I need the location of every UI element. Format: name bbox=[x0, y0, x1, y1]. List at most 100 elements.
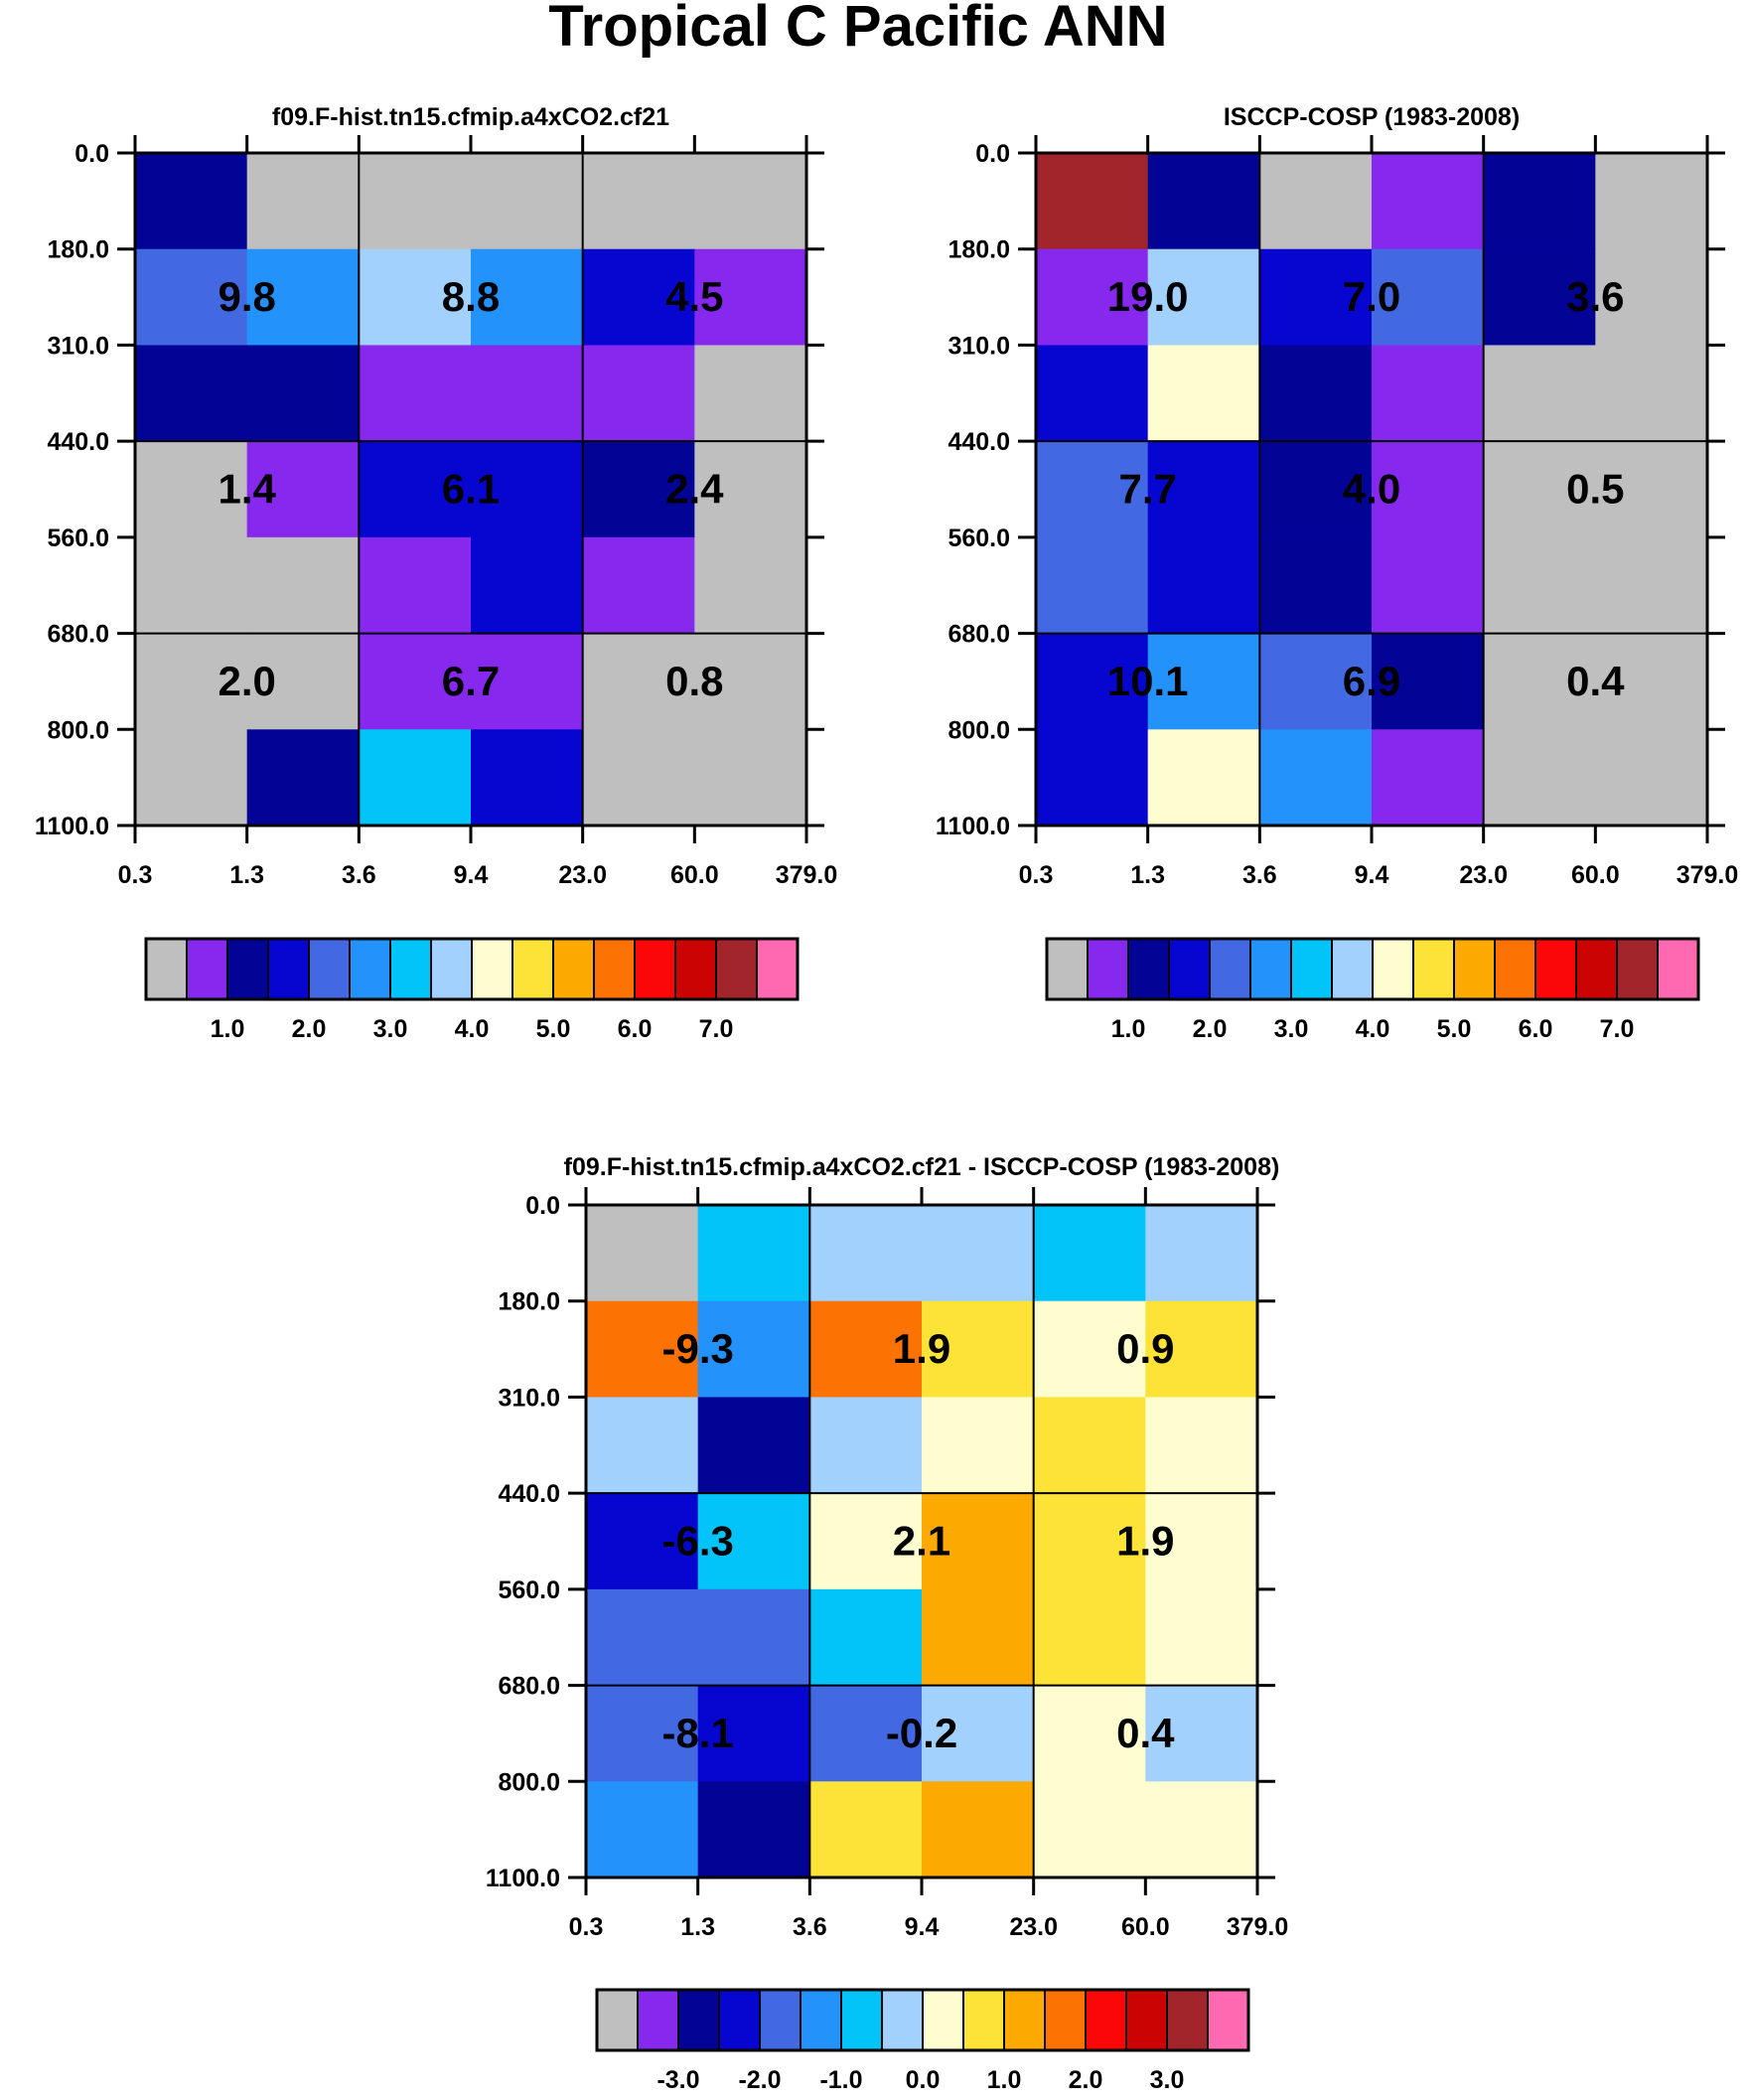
heatmap-cell bbox=[1595, 633, 1708, 730]
heatmap-cell bbox=[694, 248, 807, 347]
block-value: 6.9 bbox=[1343, 658, 1400, 704]
heatmap-cell bbox=[471, 248, 584, 347]
colorbar-box bbox=[349, 938, 391, 1000]
block-value: 8.8 bbox=[442, 273, 500, 320]
heatmap-cell bbox=[1033, 1685, 1146, 1782]
colorbar-box bbox=[1249, 938, 1292, 1000]
heatmap-cell bbox=[1145, 1685, 1258, 1782]
y-tick-label: 310.0 bbox=[948, 332, 1010, 360]
y-tick-label: 560.0 bbox=[948, 525, 1010, 552]
x-tick-label: 1.3 bbox=[680, 1913, 715, 1941]
heatmap-cell bbox=[694, 345, 807, 442]
x-tick-label: 0.3 bbox=[118, 861, 153, 889]
block-value: 4.0 bbox=[1343, 466, 1400, 513]
heatmap-cell bbox=[471, 153, 584, 250]
block-value: 3.6 bbox=[1566, 273, 1624, 320]
heatmap-cell bbox=[1483, 153, 1596, 250]
y-tick-label: 560.0 bbox=[498, 1576, 560, 1604]
heatmap-cell bbox=[1145, 1588, 1258, 1687]
heatmap-cell bbox=[1145, 1205, 1258, 1302]
colorbar-box bbox=[1207, 1989, 1249, 2051]
heatmap-cell bbox=[1036, 441, 1149, 538]
x-tick-label: 60.0 bbox=[1121, 1913, 1170, 1941]
heatmap-cell bbox=[1145, 1781, 1258, 1878]
heatmap-cell bbox=[1483, 441, 1596, 538]
heatmap-cell bbox=[809, 1300, 923, 1399]
colorbar-box bbox=[430, 938, 473, 1000]
colorbar-box bbox=[634, 938, 676, 1000]
heatmap-cell bbox=[582, 345, 695, 442]
heatmap-cell bbox=[135, 153, 248, 250]
block-value: 9.8 bbox=[218, 273, 275, 320]
x-tick-label: 9.4 bbox=[905, 1913, 940, 1941]
heatmap-cell bbox=[1259, 153, 1373, 250]
colorbar-box bbox=[1453, 938, 1496, 1000]
panel-title: f09.F-hist.tn15.cfmip.a4xCO2.cf21 - ISCC… bbox=[564, 1153, 1280, 1181]
heatmap-cell bbox=[1259, 345, 1373, 442]
colorbar-box bbox=[1290, 938, 1333, 1000]
heatmap-cell bbox=[246, 345, 360, 442]
colorbar-box bbox=[1331, 938, 1374, 1000]
heatmap-cell bbox=[1259, 633, 1373, 730]
colorbar-frame bbox=[144, 937, 800, 1001]
heatmap-cell bbox=[1036, 248, 1149, 347]
block-value: 0.4 bbox=[1566, 658, 1625, 704]
heatmap-cell bbox=[246, 536, 360, 635]
heatmap-cell bbox=[1483, 248, 1596, 347]
colorbar-box bbox=[1412, 938, 1455, 1000]
y-tick-label: 440.0 bbox=[498, 1480, 560, 1508]
colorbar-box bbox=[881, 1989, 924, 2051]
colorbar: 1.0 2.0 3.0 4.0 5.0 6.0 7.0 bbox=[144, 937, 800, 1043]
colorbar-box bbox=[715, 938, 758, 1000]
colorbar-box bbox=[922, 1989, 964, 2051]
heatmap-cell bbox=[359, 345, 472, 442]
colorbar-box bbox=[308, 938, 351, 1000]
heatmap-cell bbox=[1595, 441, 1708, 538]
y-tick-label: 0.0 bbox=[74, 140, 109, 168]
heatmap-cell bbox=[697, 1205, 810, 1302]
heatmap-cell bbox=[582, 536, 695, 635]
heatmap-cell bbox=[809, 1685, 923, 1782]
heatmap-cell bbox=[135, 536, 248, 635]
colorbar-box bbox=[1125, 1989, 1168, 2051]
colorbar-label: 2.0 bbox=[292, 1015, 327, 1043]
colorbar-box bbox=[1372, 938, 1414, 1000]
colorbar-label: 4.0 bbox=[1356, 1015, 1390, 1043]
heatmap-cell bbox=[694, 633, 807, 730]
colorbar-box bbox=[1166, 1989, 1209, 2051]
heatmap-cell bbox=[1147, 248, 1260, 347]
colorbar-box bbox=[226, 938, 269, 1000]
heatmap-cell bbox=[1259, 536, 1373, 635]
y-tick-label: 1100.0 bbox=[35, 813, 109, 840]
block-value: 19.0 bbox=[1107, 273, 1189, 320]
heatmap-cell bbox=[1372, 153, 1485, 250]
block-value: 2.1 bbox=[893, 1518, 950, 1565]
heatmap-cell bbox=[922, 1205, 1035, 1302]
heatmap-cell bbox=[1372, 248, 1485, 347]
heatmap-cell bbox=[1033, 1493, 1146, 1590]
colorbar-box bbox=[1575, 938, 1618, 1000]
colorbar-label: -2.0 bbox=[738, 2066, 781, 2094]
x-tick-label: 1.3 bbox=[229, 861, 264, 889]
heatmap-cell bbox=[359, 248, 472, 347]
block-value: -8.1 bbox=[661, 1710, 733, 1756]
heatmap-cell bbox=[135, 441, 248, 538]
heatmap-cell bbox=[586, 1493, 699, 1590]
heatmap-cell bbox=[1033, 1397, 1146, 1494]
x-tick-label: 0.3 bbox=[569, 1913, 604, 1941]
panel-1: f09.F-hist.tn15.cfmip.a4xCO2.cf21 0.3 1.3 3… bbox=[35, 103, 837, 1043]
heatmap-cell bbox=[1483, 536, 1596, 635]
colorbar-box bbox=[718, 1989, 761, 2051]
heatmap-cell bbox=[1033, 1205, 1146, 1302]
colorbar-box bbox=[759, 1989, 802, 2051]
block-value: 6.7 bbox=[442, 658, 500, 704]
heatmap-cell bbox=[1147, 633, 1260, 730]
heatmap-cell bbox=[922, 1493, 1035, 1590]
colorbar-box bbox=[1003, 1989, 1046, 2051]
colorbar-frame bbox=[1045, 937, 1700, 1001]
colorbar-box bbox=[800, 1989, 842, 2051]
colorbar: 1.0 2.0 3.0 4.0 5.0 6.0 7.0 bbox=[1045, 937, 1700, 1043]
colorbar-frame bbox=[595, 1988, 1250, 2052]
x-tick-label: 1.3 bbox=[1130, 861, 1165, 889]
heatmap-cell bbox=[922, 1685, 1035, 1782]
